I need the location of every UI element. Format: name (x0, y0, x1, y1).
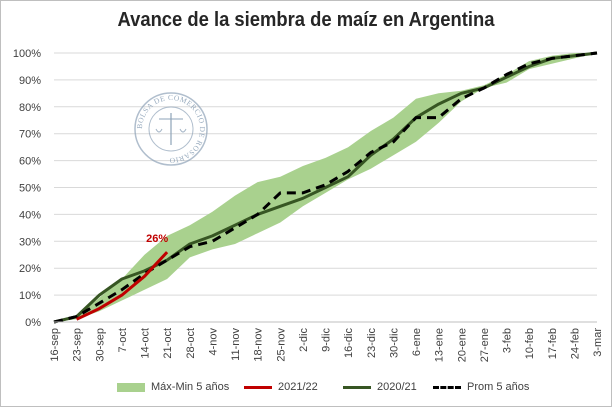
legend-item-2020-21: 2020/21 (343, 377, 417, 397)
x-tick-label: 23-sep (72, 328, 84, 362)
y-tick-label: 50% (19, 183, 41, 195)
x-tick-label: 23-dic (366, 328, 378, 358)
y-tick-label: 60% (19, 156, 41, 168)
x-tick-label: 2-dic (298, 328, 310, 352)
legend: Máx-Min 5 años 2021/22 2020/21 Prom 5 añ… (1, 377, 611, 397)
x-tick-label: 20-ene (456, 328, 468, 362)
y-tick-label: 30% (19, 236, 41, 248)
y-tick-labels: 0% 10% 20% 30% 40% 50% 60% 70% 80% 90% 100% (13, 48, 41, 329)
x-tick-label: 24-feb (569, 328, 581, 359)
legend-label-2020-21: 2020/21 (377, 381, 417, 393)
x-tick-label: 9-dic (321, 328, 333, 352)
x-tick-label: 16-sep (49, 328, 61, 362)
legend-swatch-band (117, 382, 145, 392)
x-tick-label: 21-oct (162, 328, 174, 359)
x-tick-label: 17-feb (547, 328, 559, 359)
series-line-2021-22 (75, 251, 169, 321)
y-tick-label: 80% (19, 102, 41, 114)
y-tick-label: 90% (19, 75, 41, 87)
y-tick-label: 0% (25, 317, 41, 329)
x-tick-label: 28-oct (185, 328, 197, 359)
x-tick-label: 30-sep (94, 328, 106, 362)
x-tick-label: 18-nov (253, 328, 265, 362)
legend-item-band: Máx-Min 5 años (117, 377, 229, 397)
legend-swatch-prom (433, 385, 461, 389)
x-tick-label: 25-nov (275, 328, 287, 362)
x-tick-label: 7-oct (117, 328, 129, 352)
x-tick-label: 3-feb (502, 328, 514, 353)
legend-item-prom: Prom 5 años (433, 377, 529, 397)
x-tick-label: 6-ene (411, 328, 423, 356)
y-tick-label: 40% (19, 209, 41, 221)
x-tick-labels: 16-sep 23-sep 30-sep 7-oct 14-oct 21-oct 28-oc… (49, 328, 604, 363)
chart-title: Avance de la siembra de maíz en Argentin… (117, 9, 495, 31)
series-lines (53, 51, 598, 324)
y-tick-label: 70% (19, 129, 41, 141)
y-tick-label: 100% (13, 48, 41, 60)
y-tick-label: 10% (19, 290, 41, 302)
annotation-group: 26% (146, 233, 168, 245)
x-tick-label: 3-mar (592, 328, 604, 357)
x-tick-label: 14-oct (140, 328, 152, 359)
legend-label-prom: Prom 5 años (467, 381, 530, 393)
x-tick-label: 11-nov (230, 328, 242, 361)
x-tick-label: 10-feb (524, 328, 536, 359)
legend-item-2021-22: 2021/22 (244, 377, 318, 397)
x-tick-label: 16-dic (343, 328, 355, 358)
legend-label-band: Máx-Min 5 años (151, 381, 230, 393)
legend-swatch-2021-22 (244, 385, 272, 389)
legend-label-2021-22: 2021/22 (278, 381, 318, 393)
x-tick-label: 27-ene (479, 328, 491, 362)
watermark-logo: BOLSA DE COMERCIO DE ROSARIO (134, 92, 208, 166)
series-line-prom-5-a-os (53, 51, 598, 324)
x-tick-label: 30-dic (388, 328, 400, 358)
x-tick-label: 13-ene (434, 328, 446, 362)
x-tick-label: 4-nov (207, 328, 219, 356)
legend-swatch-2020-21 (343, 385, 371, 389)
series-line-2020-21 (53, 51, 598, 324)
annotation-label: 26% (146, 233, 168, 245)
y-tick-label: 20% (19, 263, 41, 275)
